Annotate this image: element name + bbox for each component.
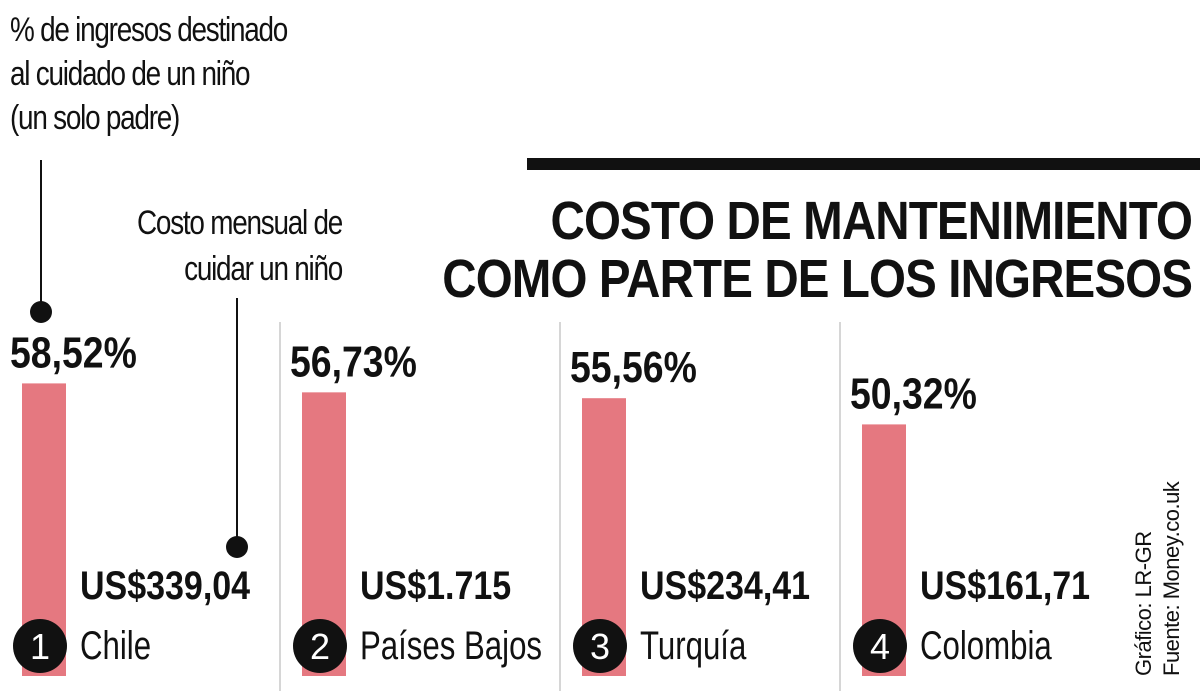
title-rule: [527, 158, 1200, 170]
value-label: 50,32%: [850, 369, 977, 419]
value-label: 56,73%: [290, 336, 417, 386]
rank-number: 4: [870, 626, 890, 667]
cost-label: US$234,41: [640, 562, 810, 607]
value-label: 58,52%: [10, 328, 137, 378]
rank-badge: [293, 619, 347, 673]
legend-percent-line-1: % de ingresos destinado: [10, 11, 288, 49]
rank-badge: [13, 619, 67, 673]
legend-percent-line-3: (un solo padre): [10, 99, 180, 137]
legend-percent-line-2: al cuidado de un niño: [10, 55, 250, 93]
rank-badge: [853, 619, 907, 673]
value-label: 55,56%: [570, 342, 697, 392]
cost-label: US$1.715: [360, 562, 511, 607]
bars-group: 58,52% US$339,04 1 Chile 56,73% US$1.715 2 País…: [10, 322, 1090, 691]
chart-title: COSTO DE MANTENIMIENTO COMO PARTE DE LOS…: [442, 191, 1193, 309]
category-label: Turquía: [640, 623, 746, 668]
cost-label: US$339,04: [80, 562, 250, 607]
rank-number: 3: [590, 626, 610, 667]
legend-cost-line-2: cuidar un niño: [184, 250, 343, 288]
cost-label: US$161,71: [920, 562, 1090, 607]
chart-title-line-1: COSTO DE MANTENIMIENTO: [550, 191, 1192, 251]
legend-percent-dot: [30, 301, 52, 323]
category-label: Colombia: [920, 623, 1052, 668]
chart-title-line-2: COMO PARTE DE LOS INGRESOS: [442, 249, 1193, 309]
rank-number: 1: [30, 626, 50, 667]
legend-cost-label: Costo mensual de cuidar un niño: [136, 200, 343, 292]
category-label: Países Bajos: [360, 623, 542, 668]
legend-cost-line-1: Costo mensual de: [136, 204, 343, 242]
legend-cost-dot: [226, 536, 248, 558]
rank-badge: [573, 619, 627, 673]
rank-number: 2: [310, 626, 330, 667]
category-label: Chile: [80, 623, 151, 668]
legend-percent-label: % de ingresos destinado al cuidado de un…: [10, 8, 322, 140]
